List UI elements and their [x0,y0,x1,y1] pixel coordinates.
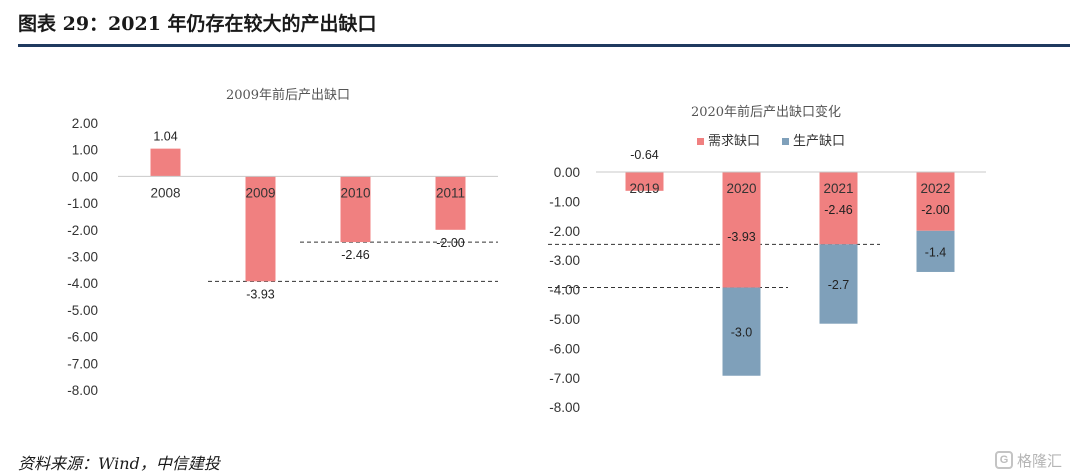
chart1-y-tick: -8.00 [67,383,98,398]
chart1-category-label: 2009 [245,185,275,200]
chart1-category-label: 2010 [340,185,370,200]
chart2-y-tick: -4.00 [549,283,580,298]
chart2-y-tick: -6.00 [549,341,580,356]
chart2-demand-bar [819,172,858,245]
chart2-y-tick: 0.00 [554,165,580,180]
chart2-demand-data-label: -2.46 [824,203,853,217]
chart2-y-tick: -8.00 [549,400,580,415]
chart1-bar [245,176,276,282]
chart1-title: 2009年前后产出缺口 [226,87,350,103]
watermark: G 格隆汇 [994,449,1062,471]
chart1-y-tick: 2.00 [72,116,98,131]
chart2-legend-label: 需求缺口 [708,133,760,148]
chart2-title: 2020年前后产出缺口变化 [691,104,841,120]
chart2-category-label: 2019 [629,181,659,196]
chart2-demand-bar [722,172,761,288]
chart1-y-tick: 0.00 [72,169,98,184]
title-rule [18,44,1070,47]
chart1-bar [435,176,466,230]
chart1-bar [340,176,371,243]
chart1-y-tick: -7.00 [67,356,98,371]
chart2-demand-data-label: -0.64 [630,148,659,162]
chart2-supply-data-label: -1.4 [925,245,947,259]
chart2-legend-swatch [782,138,789,145]
chart2-category-label: 2021 [823,181,853,196]
chart1-category-label: 2008 [150,185,180,200]
chart2-supply-data-label: -3.0 [731,326,753,340]
chart2-legend-label: 生产缺口 [793,133,845,148]
chart1-category-label: 2011 [436,185,465,200]
chart2-demand-data-label: -2.00 [921,203,950,217]
chart2-category-label: 2022 [920,181,950,196]
figure-title: 图表 29：2021 年仍存在较大的产出缺口 [18,13,377,35]
chart2-demand-bar [625,172,664,191]
chart2-demand-bar [916,172,955,231]
chart1-y-tick: -2.00 [67,223,98,238]
chart1-y-tick: -1.00 [67,196,98,211]
chart2-supply-bar [819,244,858,324]
chart1-data-label: -3.93 [246,287,275,301]
chart1-y-tick: -4.00 [67,276,98,291]
chart1-data-label: -2.00 [436,236,465,250]
chart2-supply-bar [916,230,955,272]
source-note: 资料来源：Wind，中信建投 [18,454,220,473]
watermark-text: 格隆汇 [1016,452,1062,470]
chart1-y-tick: -6.00 [67,330,98,345]
chart2-y-tick: -1.00 [549,194,580,209]
chart1-y-tick: -3.00 [67,250,98,265]
chart1-data-label: 1.04 [153,130,177,144]
chart2-y-tick: -3.00 [549,253,580,268]
chart2-supply-bar [722,287,761,376]
chart1-y-tick: 1.00 [72,143,98,158]
chart2-legend-swatch [697,138,704,145]
chart2-y-tick: -2.00 [549,224,580,239]
chart2-y-tick: -7.00 [549,371,580,386]
watermark-logo-icon: G [994,451,1013,469]
chart2-y-tick: -5.00 [549,312,580,327]
chart1-bar [150,148,181,177]
chart2-demand-data-label: -3.93 [727,230,756,244]
chart1-data-label: -2.46 [341,248,370,262]
chart2-category-label: 2020 [726,181,756,196]
chart1-y-tick: -5.00 [67,303,98,318]
chart2-supply-data-label: -2.7 [828,278,850,292]
